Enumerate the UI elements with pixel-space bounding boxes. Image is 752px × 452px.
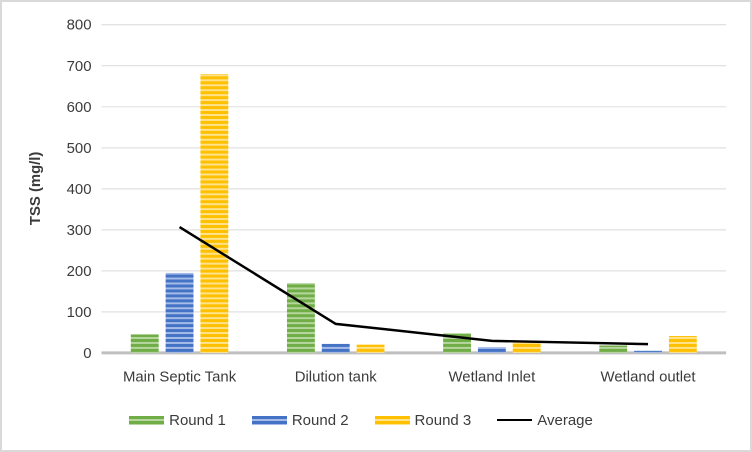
y-axis-title: TSS (mg/l) (28, 152, 44, 225)
x-axis-category-label-wetland-inlet: Wetland Inlet (449, 370, 537, 386)
legend-item-average: Average (497, 413, 593, 428)
legend-item-round-1: Round 1 (129, 413, 226, 428)
y-axis-tick-label-600: 600 (67, 100, 92, 116)
bar-round-2-dilution-tank (321, 343, 350, 353)
x-axis-category-label-dilution-tank: Dilution tank (295, 370, 378, 386)
y-axis-tick-label-400: 400 (67, 182, 92, 198)
bar-round-2-wetland-outlet (634, 350, 662, 353)
y-axis-tick-label-300: 300 (67, 223, 92, 239)
y-axis-tick-label-800: 800 (67, 18, 92, 34)
y-axis-tick-label-200: 200 (67, 264, 92, 280)
chart-legend: Round 1 Round 2 Round 3 Average (2, 405, 750, 435)
y-axis-tick-label-500: 500 (67, 141, 92, 157)
bar-round-3-wetland-inlet (512, 342, 541, 353)
x-axis-category-label-main-septic-tank: Main Septic Tank (123, 370, 237, 386)
legend-line-swatch-average (497, 419, 533, 421)
legend-label-round-2: Round 2 (291, 411, 349, 429)
bar-round-2-main-septic-tank (165, 272, 194, 353)
legend-swatch-round-2 (251, 415, 287, 425)
bar-round-3-wetland-outlet (668, 336, 697, 353)
legend-label-average: Average (537, 411, 593, 429)
legend-swatch-round-1 (129, 415, 165, 425)
legend-item-round-2: Round 2 (251, 411, 349, 429)
y-axis-tick-label-700: 700 (67, 59, 92, 75)
x-axis-category-label-wetland-outlet: Wetland outlet (601, 370, 697, 386)
y-axis-tick-label-0: 0 (83, 346, 91, 362)
bar-round-1-dilution-tank (286, 283, 315, 353)
bar-round-1-main-septic-tank (130, 334, 159, 353)
bar-round-3-dilution-tank (356, 344, 385, 353)
legend-item-round-3: Round 3 (374, 411, 472, 429)
legend-label-round-3: Round 3 (414, 411, 472, 429)
y-axis-tick-label-100: 100 (67, 305, 92, 321)
average-line (178, 226, 649, 346)
bar-round-3-main-septic-tank (200, 74, 229, 353)
bar-round-2-wetland-inlet (477, 347, 506, 353)
legend-swatch-round-3 (374, 415, 410, 425)
legend-label-round-1: Round 1 (169, 411, 226, 429)
bar-round-1-wetland-outlet (599, 345, 628, 353)
